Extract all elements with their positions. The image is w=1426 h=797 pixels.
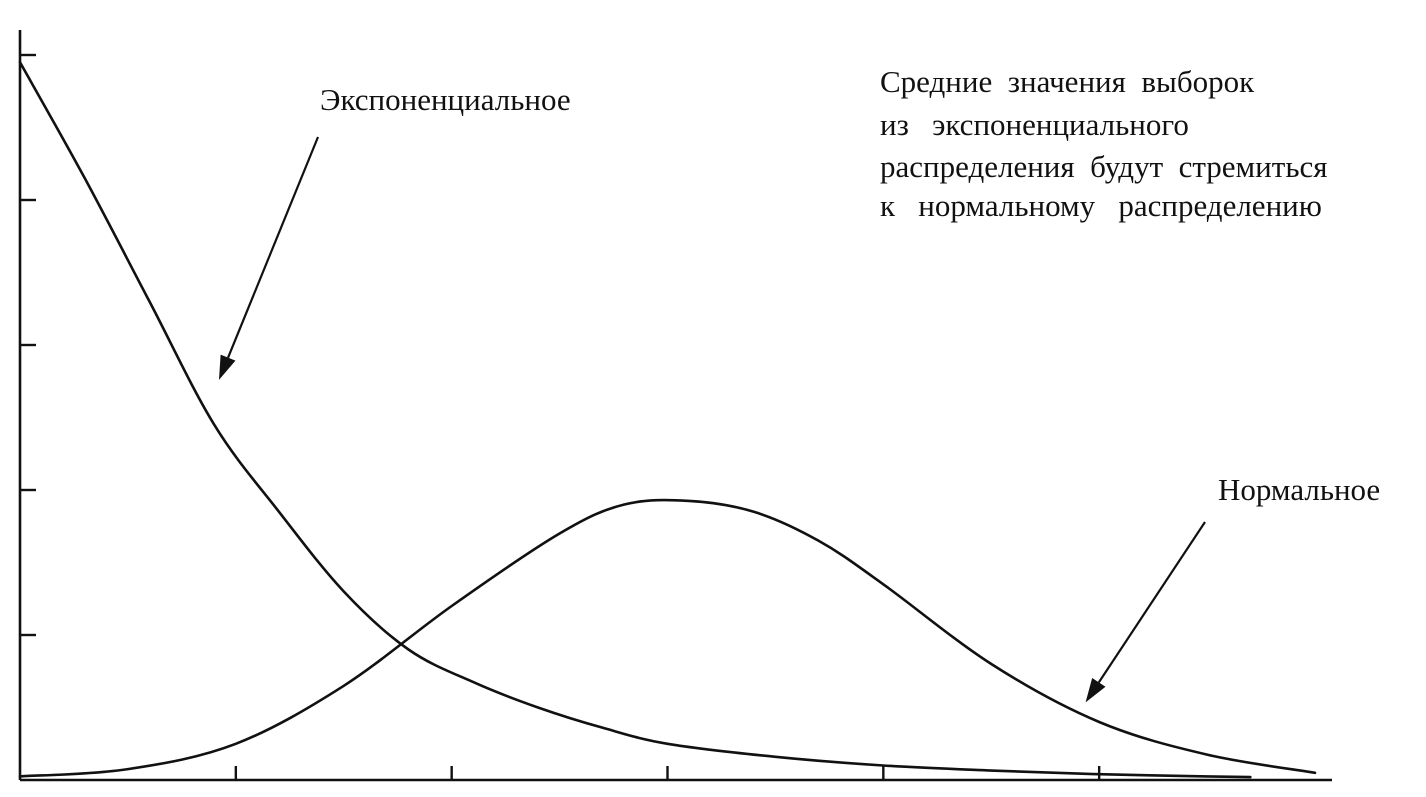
note-text-line: из экспоненциального — [880, 107, 1189, 142]
normal-arrow — [1085, 521, 1206, 703]
exponential-label: Экспоненциальное — [320, 82, 571, 117]
exponential-arrow — [218, 136, 320, 380]
exponential-curve — [18, 61, 1252, 779]
axes — [18, 30, 1332, 782]
arrow-shaft — [227, 136, 320, 359]
note-text-line: к нормальному распределению — [880, 188, 1322, 223]
normal-label: Нормальное — [1218, 472, 1380, 507]
note-text-line: Средние значения выборок — [880, 64, 1255, 99]
normal-curve — [18, 498, 1317, 778]
note-text-line: распределения будут стремиться — [880, 149, 1327, 184]
annotations: Экспоненциальное Нормальное Средние знач… — [218, 64, 1380, 703]
arrow-head — [1085, 677, 1106, 703]
series-layer — [18, 61, 1317, 779]
arrow-shaft — [1097, 521, 1206, 683]
arrow-head — [218, 354, 236, 380]
